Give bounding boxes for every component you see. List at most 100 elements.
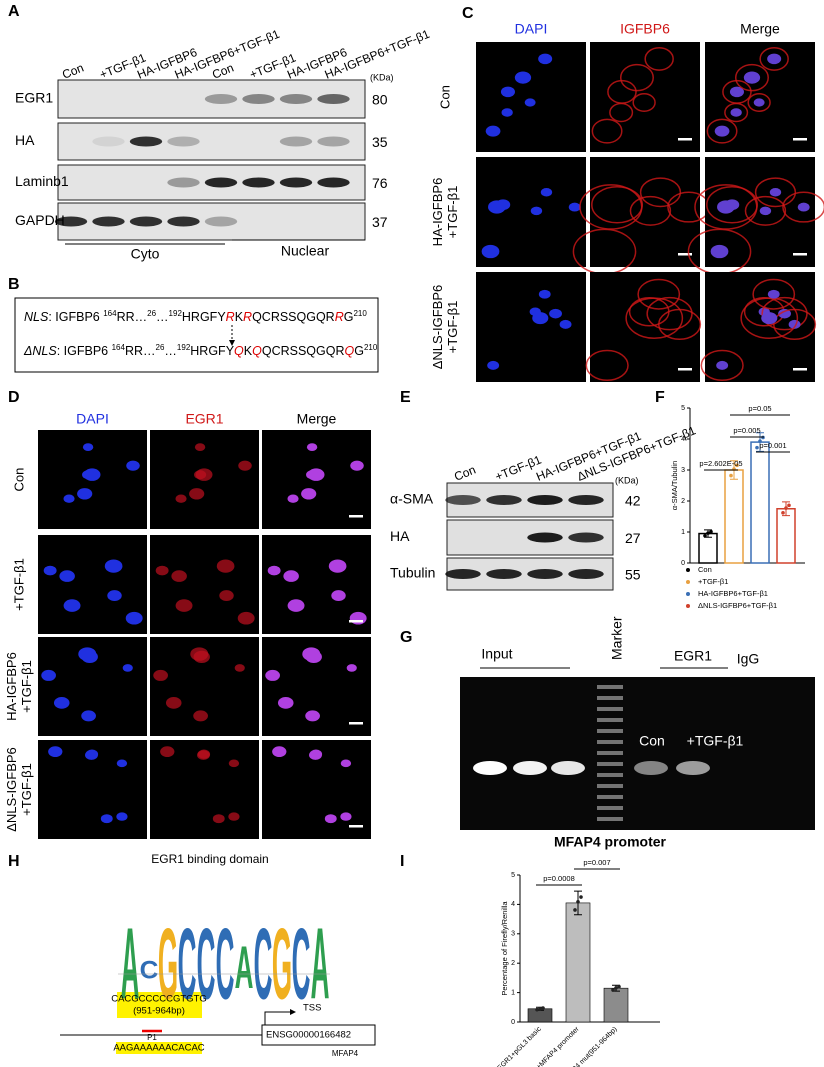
tss: TSS — [303, 1003, 321, 1014]
column-header: DAPI — [76, 411, 109, 427]
primer-highlight — [116, 1042, 202, 1054]
cell-body — [629, 195, 672, 226]
ladder-band — [597, 773, 623, 777]
nucleus — [769, 188, 782, 197]
kda: 42 — [625, 493, 641, 509]
kda: 37 — [372, 214, 388, 230]
point — [611, 988, 615, 992]
band — [54, 216, 88, 227]
nucleus — [767, 289, 780, 299]
kda: 35 — [372, 134, 388, 150]
row-label: +TGF-β1 — [19, 660, 34, 713]
panel-label: B — [8, 276, 20, 293]
nucleus — [63, 599, 81, 612]
nucleus — [107, 590, 122, 601]
nucleus — [153, 669, 168, 681]
nucleus — [277, 697, 294, 709]
legend-marker — [686, 580, 690, 584]
site-seq: CACGCCCCCGTGTG — [111, 994, 207, 1005]
gel-band — [513, 761, 547, 775]
sequence-part: 26 — [156, 343, 165, 352]
nucleus — [126, 460, 140, 471]
nucleus — [59, 570, 75, 582]
logo-title: EGR1 binding domain — [151, 852, 268, 866]
gel-lane-label: Con — [639, 733, 665, 749]
blot-name: GAPDH — [15, 212, 65, 228]
ladder-band — [597, 707, 623, 711]
tss-arrow — [264, 1011, 292, 1025]
band — [279, 94, 313, 104]
nucleus — [104, 559, 123, 573]
nucleus — [485, 125, 501, 137]
nucleus — [759, 206, 772, 216]
scale-bar — [349, 825, 363, 828]
nucleus — [767, 53, 782, 65]
kda: 55 — [625, 567, 641, 583]
unit: (KDa) — [615, 475, 639, 485]
nucleus — [306, 470, 319, 480]
cell-body — [591, 185, 643, 224]
column-header: DAPI — [515, 21, 548, 37]
gel-label: Input — [481, 646, 512, 662]
nucleus — [228, 759, 240, 768]
ladder-band — [597, 751, 623, 755]
band — [92, 136, 125, 147]
band — [242, 94, 275, 104]
y-tick-label: 3 — [681, 467, 685, 474]
blot-name: Laminb1 — [15, 173, 69, 189]
y-tick-label: 2 — [511, 960, 515, 967]
nucleus — [340, 812, 352, 821]
nucleus — [309, 750, 322, 760]
ladder-band — [597, 729, 623, 733]
sequence-part: ΔNLS — [23, 344, 57, 358]
nucleus — [331, 590, 346, 601]
nucleus — [487, 360, 500, 370]
sequence-part: 210 — [364, 343, 378, 352]
sequence-part: K — [244, 344, 253, 358]
scale-bar — [793, 253, 807, 256]
panel-label: E — [400, 389, 411, 406]
gel-label: EGR1 — [674, 648, 712, 664]
y-tick-label: 4 — [511, 901, 515, 908]
primer-seq: AAGAAAAAACACAC — [113, 1043, 204, 1054]
blot-name: HA — [15, 132, 35, 148]
cell-body — [744, 195, 787, 226]
cell-body — [585, 349, 629, 381]
nucleus — [267, 565, 281, 576]
band — [445, 495, 481, 505]
bar — [750, 441, 770, 564]
logo-letter: C — [254, 907, 273, 1021]
nucleus — [716, 360, 729, 370]
nucleus — [81, 710, 96, 722]
nucleus — [306, 443, 318, 452]
ladder-band — [597, 817, 623, 821]
nucleus — [238, 460, 252, 471]
cell-body — [740, 297, 799, 339]
nucleus — [324, 814, 337, 824]
point — [538, 1006, 542, 1011]
cell-body — [637, 278, 681, 310]
row-label: ΔNLS-IGFBP6 — [4, 747, 19, 832]
gel-label: IgG — [737, 651, 760, 667]
nucleus — [501, 108, 513, 117]
p-value: p=0.0008 — [543, 874, 575, 883]
blot-name: HA — [390, 528, 410, 544]
scale-bar — [349, 515, 363, 518]
point — [755, 445, 759, 450]
cell-body — [591, 118, 623, 144]
nucleus — [524, 98, 536, 107]
ladder-band — [597, 685, 623, 689]
bar — [776, 508, 796, 564]
row-label: +TGF-β1 — [445, 301, 460, 354]
primer: P1 — [147, 1033, 157, 1042]
scale-bar — [793, 138, 807, 141]
point — [781, 511, 785, 515]
ladder-band — [597, 806, 623, 810]
p-value: p=2.602E-05 — [699, 459, 742, 468]
nucleus — [743, 71, 761, 84]
nucleus — [559, 319, 572, 329]
sequence-part: R — [335, 310, 344, 324]
nucleus — [82, 470, 95, 480]
unit: (KDa) — [370, 72, 394, 82]
